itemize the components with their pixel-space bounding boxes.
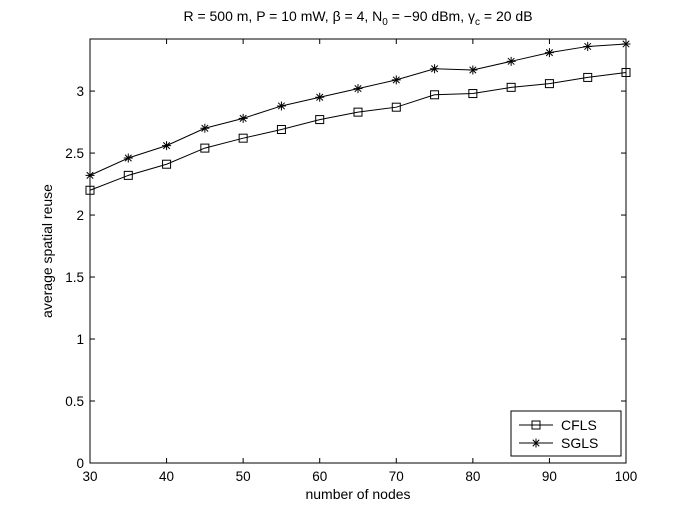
y-tick-label: 2.5 (65, 146, 84, 161)
cfls-marker (200, 143, 210, 153)
cfls-marker (238, 133, 248, 143)
cfls-marker (353, 107, 363, 117)
x-tick-label: 100 (615, 469, 638, 484)
sgls-marker (531, 438, 541, 448)
y-tick-label: 1.5 (65, 270, 84, 285)
x-tick-label: 70 (389, 469, 404, 484)
sgls-marker (506, 56, 516, 66)
cfls-marker (506, 82, 516, 92)
sgls-marker (315, 92, 325, 102)
legend-label: CFLS (561, 417, 597, 433)
x-tick-label: 40 (159, 469, 174, 484)
sgls-marker (468, 65, 478, 75)
sgls-marker (162, 141, 172, 151)
legend-label: SGLS (561, 435, 598, 451)
title-part-gamma: γ (468, 8, 475, 24)
x-tick-label: 90 (542, 469, 557, 484)
title-part-n0-value: = −90 dBm, (388, 8, 468, 24)
cfls-marker (85, 185, 95, 195)
title-part-r: R = 500 m, P = 10 mW, (183, 8, 332, 24)
cfls-marker (531, 420, 541, 430)
cfls-marker (621, 67, 631, 77)
sgls-marker (583, 41, 593, 51)
x-tick-label: 60 (312, 469, 327, 484)
sgls-marker (200, 123, 210, 133)
y-tick-label: 1 (76, 332, 84, 347)
cfls-line (89, 71, 627, 191)
y-axis-label: average spatial reuse (39, 184, 55, 318)
y-tick-label: 2 (76, 208, 84, 223)
title-n0-subscript: 0 (382, 17, 388, 28)
chart-title: R = 500 m, P = 10 mW, β = 4, N0 = −90 dB… (183, 8, 532, 28)
y-tick-label: 3 (76, 84, 84, 99)
plot-area (89, 38, 627, 464)
series-layer (85, 39, 631, 195)
sgls-marker (238, 113, 248, 123)
cfls-marker (162, 159, 172, 169)
title-part-beta: β = 4, N (333, 8, 383, 24)
cfls-marker (544, 79, 554, 89)
sgls-marker (430, 64, 440, 74)
cfls-marker (276, 125, 286, 135)
x-tick-label: 50 (236, 469, 251, 484)
legend: CFLS SGLS (510, 410, 622, 457)
sgls-marker (276, 101, 286, 111)
legend-entry-cfls: CFLS (519, 417, 597, 433)
y-tick-label: 0 (76, 456, 84, 471)
x-tick-label: 80 (465, 469, 480, 484)
axis-ticks: 30 40 50 60 70 80 90 100 0 0.5 1 1.5 2 2.5 3 (65, 39, 637, 484)
y-tick-label: 0.5 (65, 394, 84, 409)
x-axis-label: number of nodes (305, 486, 410, 502)
title-gamma-subscript: c (475, 17, 480, 28)
cfls-marker (123, 170, 133, 180)
sgls-marker (85, 170, 95, 180)
x-tick-label: 30 (82, 469, 97, 484)
title-part-gamma-value: = 20 dB (480, 8, 533, 24)
sgls-marker (123, 153, 133, 163)
sgls-marker (391, 75, 401, 85)
series-cfls (85, 67, 631, 195)
sgls-marker (353, 84, 363, 94)
cfls-marker (430, 90, 440, 100)
cfls-marker (468, 89, 478, 99)
sgls-marker (621, 39, 631, 49)
cfls-marker (583, 72, 593, 82)
cfls-marker (315, 115, 325, 125)
series-sgls (85, 39, 631, 180)
legend-box (510, 410, 622, 457)
legend-entry-sgls: SGLS (519, 435, 598, 451)
cfls-marker (391, 102, 401, 112)
sgls-marker (544, 48, 554, 58)
